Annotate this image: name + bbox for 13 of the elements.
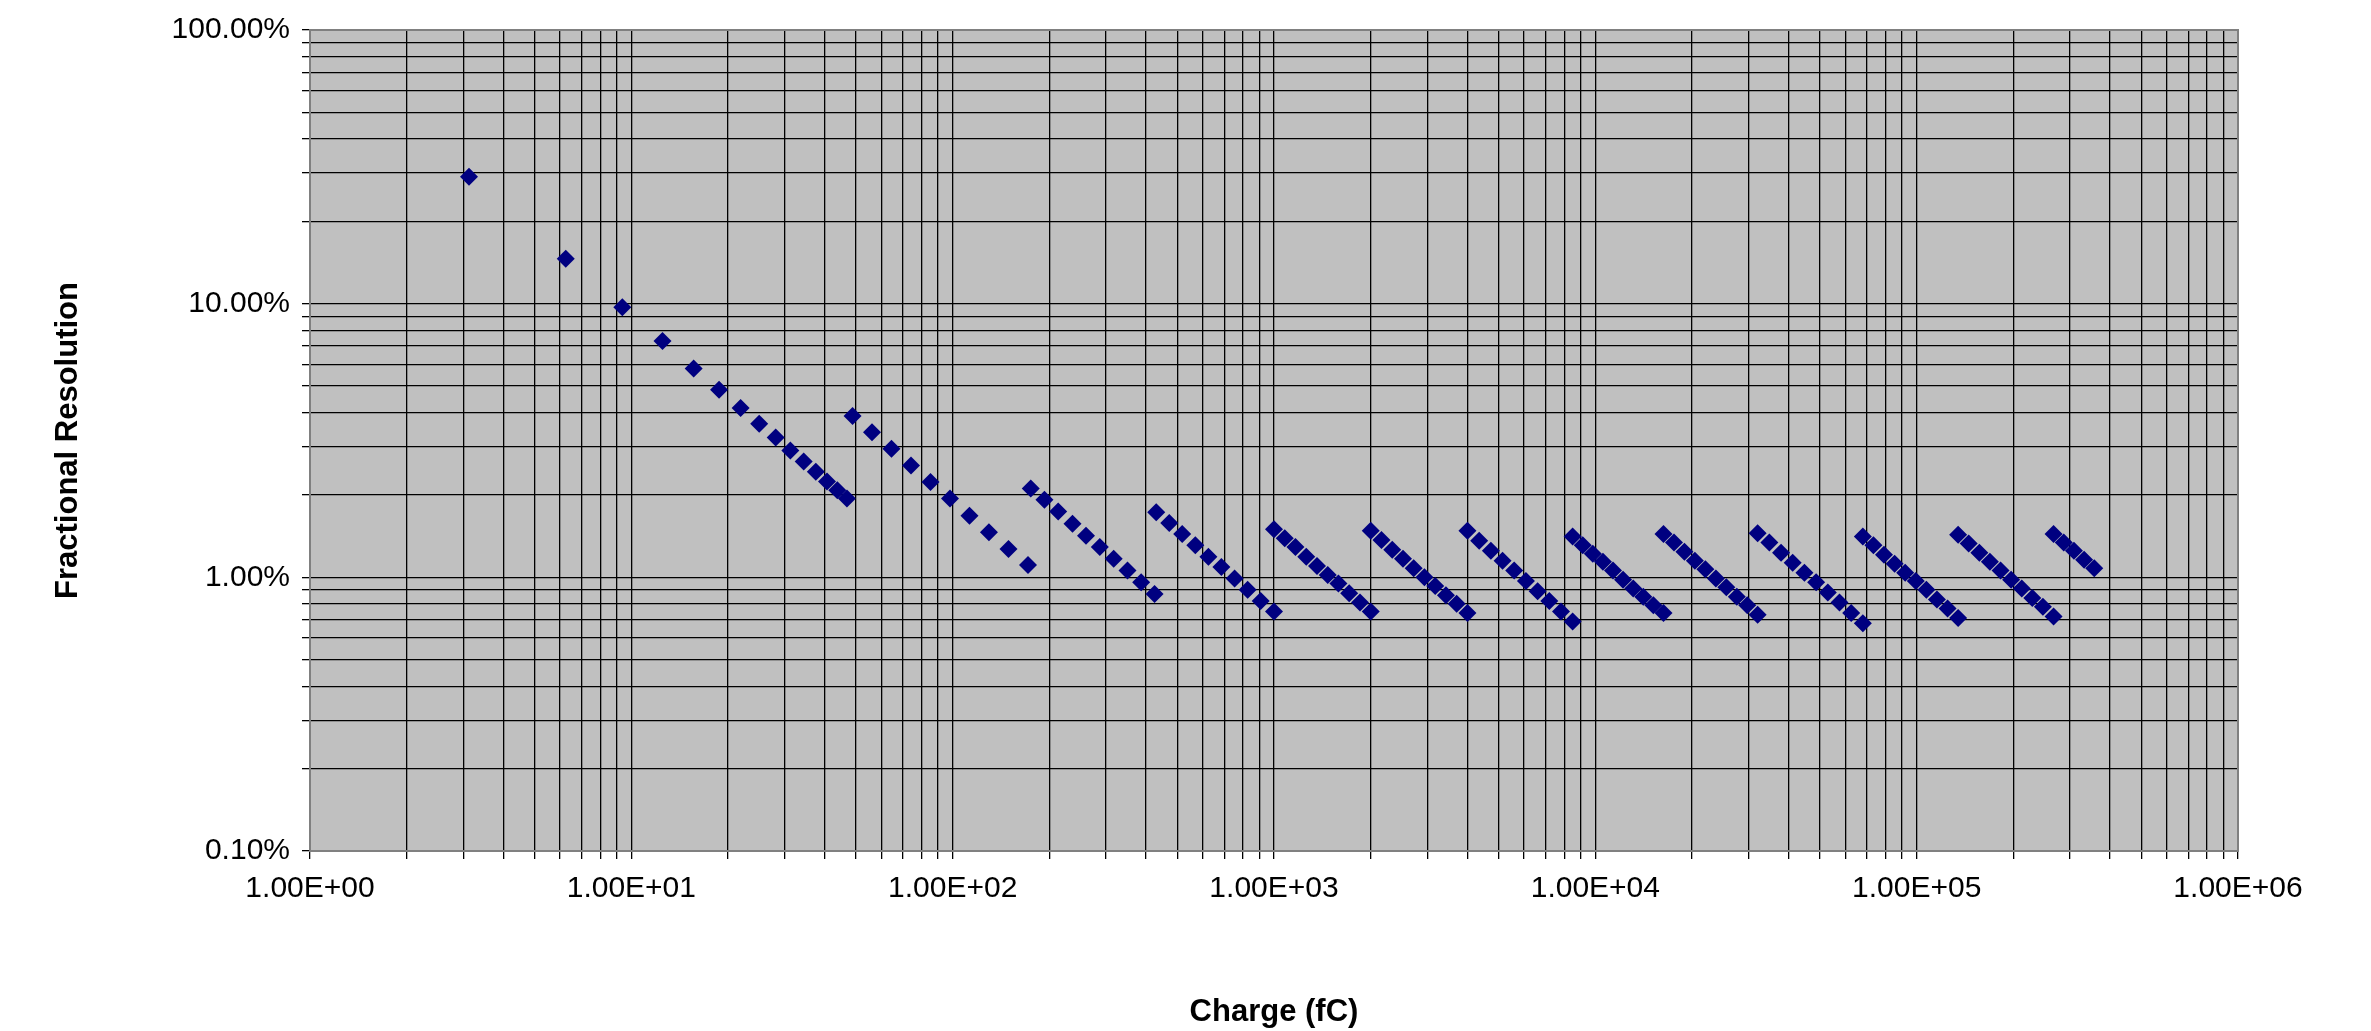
x-tick-label: 1.00E+06	[2173, 870, 2303, 904]
y-tick-label: 1.00%	[204, 558, 290, 592]
x-tick-label: 1.00E+01	[566, 870, 696, 904]
y-tick-label: 0.10%	[204, 832, 290, 866]
y-axis-title: Fractional Resolution	[49, 282, 85, 599]
x-tick-label: 1.00E+00	[245, 870, 375, 904]
x-tick-label: 1.00E+04	[1530, 870, 1660, 904]
y-tick-label: 10.00%	[188, 284, 290, 318]
x-tick-label: 1.00E+03	[1209, 870, 1339, 904]
x-tick-label: 1.00E+05	[1852, 870, 1982, 904]
x-tick-label: 1.00E+02	[888, 870, 1018, 904]
y-tick-label: 100.00%	[171, 11, 290, 45]
x-axis-title: Charge (fC)	[1189, 992, 1359, 1028]
